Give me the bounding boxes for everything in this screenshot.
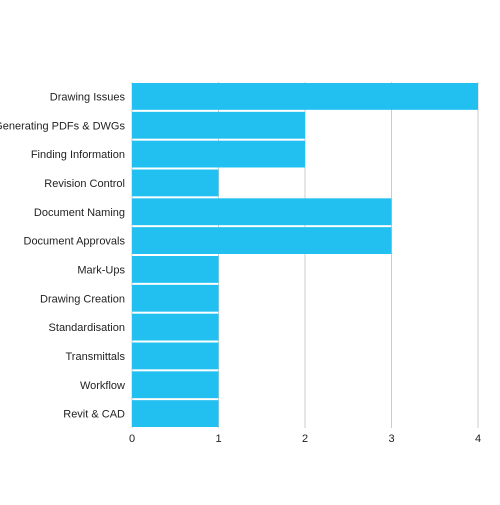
bar-generating-pdfs-dwgs (132, 111, 305, 139)
category-label: Revit & CAD (63, 409, 125, 421)
bar-transmittals (132, 342, 219, 370)
category-labels: Drawing Issues Generating PDFs & DWGs Find… (0, 91, 125, 420)
category-label: Transmittals (66, 351, 126, 363)
x-tick-label: 3 (388, 433, 394, 445)
bars (132, 83, 478, 427)
bar-revision-control (132, 169, 219, 197)
bar-document-naming (132, 198, 392, 226)
bar-drawing-issues (132, 83, 478, 110)
bar-drawing-creation (132, 284, 219, 312)
bar-document-approvals (132, 227, 392, 254)
category-label: Standardisation (49, 322, 125, 334)
category-label: Revision Control (44, 178, 125, 190)
category-label: Document Approvals (24, 236, 126, 248)
category-label: Drawing Issues (50, 91, 126, 103)
category-label: Drawing Creation (40, 293, 125, 305)
x-tick-label: 2 (302, 433, 308, 445)
x-tick-label: 0 (129, 433, 135, 445)
bar-revit-cad (132, 400, 219, 427)
bar-mark-ups (132, 256, 219, 283)
x-tick-labels: 0 1 2 3 4 (129, 433, 481, 445)
grid-lines (131, 82, 479, 428)
bar-standardisation (132, 313, 219, 341)
bar-workflow (132, 371, 219, 399)
bar-finding-information (132, 140, 305, 168)
category-label: Workflow (80, 380, 125, 392)
x-tick-label: 1 (215, 433, 221, 445)
category-label: Finding Information (31, 149, 125, 161)
category-label: Document Naming (34, 207, 125, 219)
category-label: Generating PDFs & DWGs (0, 120, 125, 132)
category-label: Mark-Ups (77, 264, 125, 276)
x-tick-label: 4 (475, 433, 481, 445)
